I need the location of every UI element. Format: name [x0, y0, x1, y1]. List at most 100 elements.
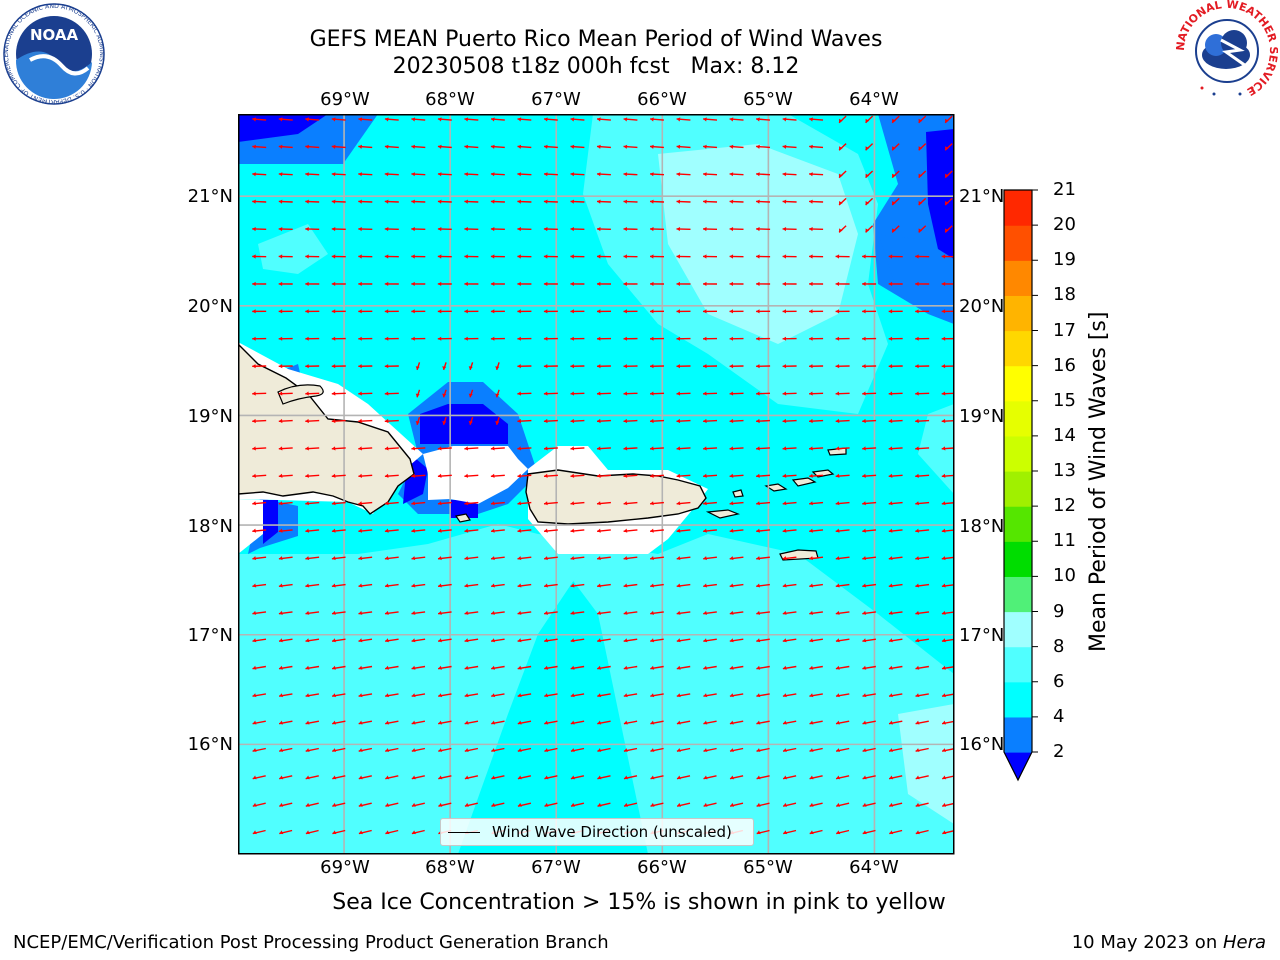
- wave-direction-arrowhead: [915, 473, 919, 478]
- wave-direction-arrowhead: [491, 610, 495, 615]
- wave-direction-arrowhead: [570, 748, 575, 752]
- wave-direction-arrowhead: [782, 172, 787, 177]
- wave-direction-arrowhead: [544, 556, 548, 561]
- wave-direction-arrowhead: [358, 254, 362, 259]
- wave-direction-arrowhead: [411, 336, 415, 341]
- wave-direction-arrowhead: [889, 720, 893, 725]
- wave-direction-arrowhead: [676, 281, 680, 286]
- wave-direction-arrowhead: [597, 610, 601, 615]
- wave-direction-arrowhead: [544, 665, 549, 670]
- wave-direction-arrowhead: [358, 473, 362, 478]
- wave-direction-arrowhead: [331, 391, 336, 396]
- wave-direction-arrowhead: [570, 364, 574, 369]
- map-subtitle: 20230508 t18z 000h fcst Max: 8.12: [392, 54, 800, 79]
- wave-direction-arrowhead: [836, 830, 841, 835]
- wave-direction-arrowhead: [464, 556, 469, 561]
- wave-direction-arrowhead: [305, 830, 310, 835]
- wave-direction-arrowhead: [945, 146, 949, 151]
- wave-direction-arrowhead: [729, 309, 733, 314]
- wave-direction-arrowhead: [623, 309, 627, 314]
- wave-direction-arrowhead: [544, 610, 548, 615]
- wave-direction-arrowhead: [623, 501, 628, 506]
- wave-direction-arrowhead: [384, 501, 389, 506]
- wave-direction-arrowhead: [889, 802, 894, 807]
- wave-direction-arrowhead: [384, 144, 389, 149]
- wave-direction-arrowhead: [915, 775, 920, 780]
- wave-direction-arrowhead: [411, 199, 415, 204]
- wave-direction-arrowhead: [517, 638, 522, 643]
- colorbar-tick-label: 9: [1053, 600, 1065, 622]
- wave-direction-arrowhead: [464, 528, 469, 533]
- wave-direction-arrowhead: [703, 720, 708, 725]
- wave-direction-arrowhead: [756, 556, 760, 561]
- wave-direction-arrowhead: [835, 473, 840, 478]
- wave-direction-arrowhead: [597, 528, 601, 533]
- wave-direction-arrowhead: [941, 583, 946, 588]
- wave-direction-arrowhead: [358, 199, 362, 204]
- wave-direction-arrowhead: [597, 364, 601, 369]
- wave-direction-arrowhead: [756, 583, 760, 588]
- wave-direction-arrowhead: [892, 118, 896, 123]
- wave-direction-arrowhead: [782, 227, 787, 232]
- wave-direction-arrowhead: [650, 281, 654, 286]
- wave-direction-arrowhead: [941, 556, 946, 561]
- wave-direction-arrowhead: [415, 366, 420, 370]
- nws-logo: NATIONAL WEATHER SERVICE: [1176, 0, 1278, 100]
- wave-direction-arrowhead: [305, 610, 310, 615]
- wave-direction-arrowhead: [517, 775, 522, 780]
- wave-direction-arrowhead: [358, 775, 363, 780]
- wave-direction-arrowhead: [945, 118, 949, 123]
- wave-direction-arrowhead: [252, 501, 256, 506]
- wave-direction-arrowhead: [809, 720, 814, 725]
- wave-direction-arrowhead: [862, 720, 867, 725]
- wave-direction-arrowhead: [809, 172, 813, 177]
- colorbar-tick-label: 16: [1053, 354, 1076, 376]
- wave-direction-arrowhead: [650, 144, 654, 149]
- wave-direction-arrowhead: [650, 665, 655, 670]
- wave-direction-arrowhead: [305, 281, 309, 286]
- wave-direction-arrowhead: [544, 638, 548, 643]
- wave-direction-arrowhead: [782, 528, 787, 533]
- legend-label: Wind Wave Direction (unscaled): [492, 823, 732, 841]
- wave-direction-arrowhead: [623, 528, 628, 533]
- wave-direction-arrowhead: [945, 173, 949, 178]
- wave-direction-arrowhead: [703, 172, 707, 177]
- wave-direction-arrowhead: [331, 336, 336, 341]
- wave-direction-arrowhead: [676, 583, 681, 588]
- wave-direction-arrowhead: [384, 391, 389, 396]
- legend-line-swatch: [448, 831, 480, 833]
- wave-direction-arrowhead: [278, 418, 283, 424]
- wave-direction-arrowhead: [809, 583, 814, 588]
- wave-direction-arrowhead: [703, 227, 707, 232]
- wave-direction-arrowhead: [442, 393, 447, 398]
- wave-direction-arrowhead: [676, 720, 681, 725]
- wave-direction-arrowhead: [544, 720, 549, 725]
- wave-direction-arrowhead: [252, 473, 256, 478]
- wave-direction-arrowhead: [331, 117, 336, 122]
- colorbar-tick-label: 17: [1053, 319, 1076, 341]
- wave-direction-arrowhead: [942, 720, 946, 725]
- wave-direction-arrowhead: [305, 556, 310, 561]
- wave-direction-arrowhead: [252, 172, 256, 177]
- wave-direction-arrowhead: [597, 336, 601, 341]
- wave-direction-arrowhead: [411, 501, 416, 506]
- wave-direction-arrowhead: [491, 775, 496, 780]
- wave-direction-arrowhead: [464, 254, 468, 259]
- wave-direction-arrowhead: [570, 254, 574, 259]
- colorbar-title: Mean Period of Wind Waves [s]: [1086, 311, 1111, 652]
- wave-direction-arrowhead: [915, 418, 919, 424]
- land-mask: [238, 499, 263, 554]
- wave-direction-arrowhead: [918, 118, 923, 123]
- wave-direction-arrowhead: [839, 173, 843, 178]
- wave-direction-arrowhead: [597, 446, 601, 451]
- wave-direction-arrowhead: [384, 556, 389, 561]
- wave-direction-arrowhead: [544, 693, 549, 698]
- wave-direction-arrowhead: [411, 610, 416, 615]
- wave-direction-arrowhead: [358, 364, 362, 369]
- colorbar-tick-label: 18: [1053, 284, 1076, 306]
- wave-direction-arrowhead: [783, 720, 787, 725]
- wave-direction-arrowhead: [918, 201, 923, 205]
- wave-direction-arrowhead: [730, 775, 734, 780]
- wave-direction-arrowhead: [491, 748, 496, 752]
- wave-direction-arrowhead: [305, 528, 310, 533]
